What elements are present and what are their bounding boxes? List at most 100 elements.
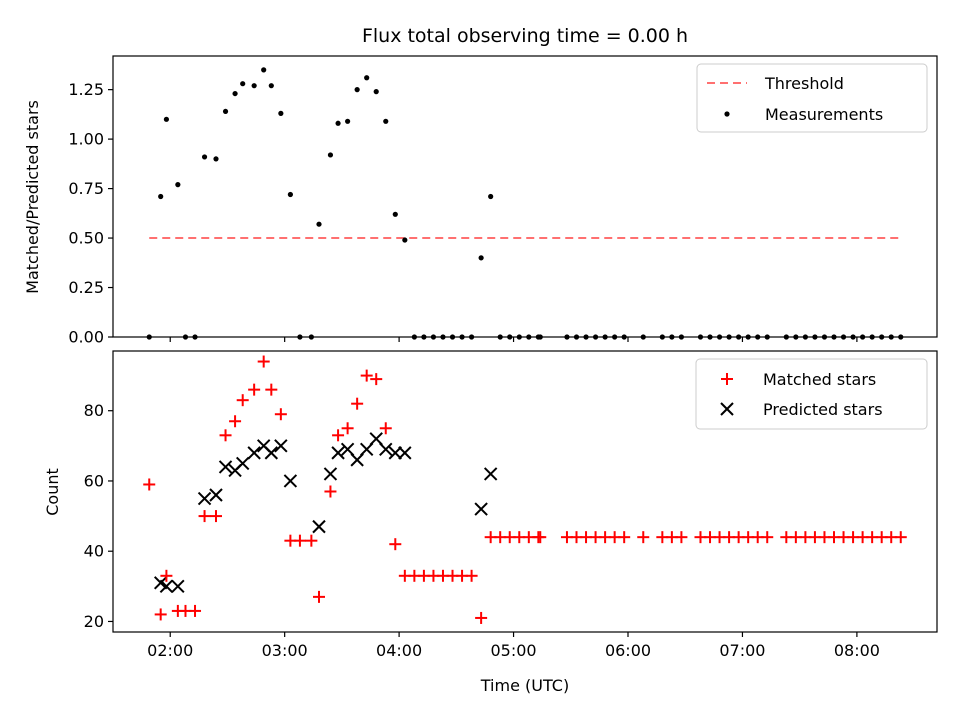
top-y-tick-label: 0.50 bbox=[68, 229, 104, 248]
matched-star-point bbox=[313, 590, 325, 603]
matched-star-point bbox=[210, 510, 222, 523]
matched-star-point bbox=[389, 538, 402, 551]
measurement-point bbox=[440, 334, 446, 340]
measurement-point bbox=[192, 334, 198, 340]
bottom-y-tick-label: 80 bbox=[84, 401, 104, 420]
x-tick-label: 04:00 bbox=[376, 641, 422, 660]
matched-star-point bbox=[379, 422, 392, 435]
legend-predicted-label: Predicted stars bbox=[763, 400, 883, 419]
predicted-star-point bbox=[340, 442, 355, 457]
predicted-star-point bbox=[483, 467, 498, 481]
measurement-point bbox=[383, 118, 389, 124]
predicted-star-point bbox=[283, 474, 298, 488]
x-axis-label: Time (UTC) bbox=[480, 676, 569, 695]
measurement-point bbox=[201, 154, 208, 160]
measurement-point bbox=[354, 87, 360, 93]
measurement-point bbox=[621, 334, 627, 340]
matched-star-point bbox=[236, 394, 249, 407]
matched-star-point bbox=[370, 373, 383, 386]
matched-star-point bbox=[198, 510, 211, 523]
measurement-point bbox=[182, 334, 189, 340]
predicted-star-point bbox=[264, 446, 279, 460]
matched-star-point bbox=[229, 415, 242, 428]
predicted-star-point bbox=[350, 453, 364, 467]
measurement-point bbox=[449, 334, 456, 340]
legend-predicted-swatch bbox=[720, 402, 734, 416]
predicted-star-point bbox=[209, 488, 223, 502]
top-y-tick-label: 1.25 bbox=[68, 80, 104, 99]
measurement-point bbox=[526, 334, 532, 340]
top-y-tick-label: 0.75 bbox=[68, 179, 104, 198]
measurement-point bbox=[421, 334, 427, 340]
matched-star-point bbox=[189, 604, 202, 617]
x-tick-label: 03:00 bbox=[262, 641, 308, 660]
matched-star-point bbox=[534, 531, 547, 544]
measurement-point bbox=[821, 334, 828, 340]
measurement-point bbox=[261, 67, 267, 73]
predicted-star-point bbox=[247, 446, 261, 460]
matched-star-point bbox=[154, 608, 167, 621]
measurement-point bbox=[335, 120, 341, 126]
predicted-star-point bbox=[274, 439, 288, 453]
measurement-point bbox=[537, 334, 543, 340]
bottom-y-axis: 20 40 60 80 bbox=[84, 401, 113, 631]
predicted-star-point bbox=[323, 467, 338, 481]
measurement-point bbox=[459, 334, 465, 340]
measurement-point bbox=[612, 334, 618, 340]
x-tick-label: 02:00 bbox=[147, 641, 193, 660]
measurement-point bbox=[497, 334, 503, 340]
matched-star-point bbox=[341, 422, 354, 435]
measurement-point bbox=[707, 334, 713, 340]
matched-star-point bbox=[360, 369, 373, 382]
bottom-x-axis: 02:00 03:00 04:00 05:00 06:00 07:00 08:00 bbox=[147, 632, 880, 660]
measurement-point bbox=[278, 110, 284, 116]
matched-star-point bbox=[274, 408, 287, 421]
top-panel: 0.00 0.25 0.50 0.75 1.00 1.25 Matched/Predict… bbox=[23, 55, 938, 347]
measurement-point bbox=[802, 334, 808, 340]
measurement-point bbox=[602, 334, 608, 340]
legend-matched-swatch bbox=[721, 373, 733, 385]
bottom-y-axis-label: Count bbox=[43, 468, 62, 516]
measurement-point bbox=[516, 334, 522, 340]
measurement-point bbox=[345, 118, 351, 124]
predicted-star-point bbox=[359, 442, 374, 457]
measurement-point bbox=[678, 334, 685, 340]
top-legend: Threshold Measurements bbox=[696, 63, 928, 133]
predicted-star-point bbox=[379, 442, 393, 457]
predicted-star-point bbox=[235, 456, 250, 471]
measurement-point bbox=[659, 334, 665, 340]
top-x-axis bbox=[169, 337, 858, 342]
matched-star-point bbox=[465, 569, 478, 582]
bottom-legend-box bbox=[695, 358, 928, 430]
measurement-point bbox=[478, 255, 484, 261]
predicted-star-point bbox=[474, 502, 488, 516]
bottom-legend: Matched stars Predicted stars bbox=[695, 358, 928, 430]
measurement-point bbox=[488, 193, 494, 200]
measurement-point bbox=[831, 334, 837, 340]
matched-star-point bbox=[248, 383, 261, 396]
matched-star-point bbox=[219, 429, 232, 442]
measurement-point bbox=[850, 334, 856, 340]
measurement-point bbox=[287, 191, 293, 198]
measurement-point bbox=[888, 334, 894, 340]
top-legend-box bbox=[696, 63, 928, 133]
predicted-star-point bbox=[331, 446, 345, 460]
chart-title: Flux total observing time = 0.00 h bbox=[362, 25, 688, 47]
measurement-point bbox=[308, 334, 314, 340]
measurement-point bbox=[764, 334, 770, 340]
measurement-point bbox=[468, 334, 475, 340]
measurement-point bbox=[697, 334, 704, 340]
measurement-point bbox=[793, 334, 799, 340]
top-y-tick-label: 1.00 bbox=[68, 130, 104, 149]
measurement-point bbox=[640, 334, 646, 340]
x-tick-label: 06:00 bbox=[605, 641, 651, 660]
legend-matched-label: Matched stars bbox=[763, 370, 876, 389]
predicted-star-point bbox=[312, 519, 326, 534]
predicted-star-point bbox=[171, 579, 185, 594]
measurement-point bbox=[364, 75, 370, 81]
matched-star-point bbox=[618, 531, 631, 544]
legend-measurements-label: Measurements bbox=[765, 105, 883, 124]
measurement-point bbox=[163, 116, 170, 122]
measurement-point bbox=[736, 334, 742, 340]
